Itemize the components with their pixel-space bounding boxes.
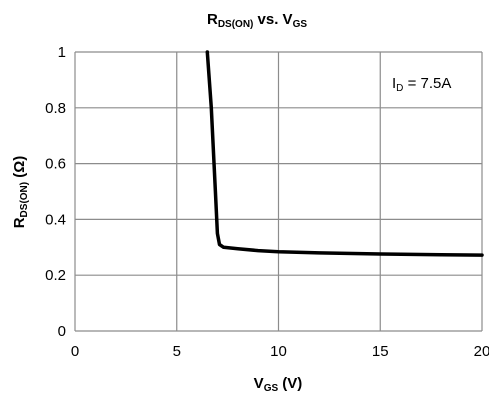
y-axis-label: RDS(ON) (Ω) xyxy=(11,156,30,229)
chart-title: RDS(ON) vs. VGS xyxy=(207,11,307,30)
tick-labels: 0 5 10 15 20 0 0.2 0.4 0.6 0.8 1 xyxy=(45,44,489,360)
x-tick-label: 15 xyxy=(372,343,389,360)
x-axis-label: VGS (V) xyxy=(254,375,303,394)
y-tick-label: 0.4 xyxy=(45,211,66,228)
y-tick-label: 0.8 xyxy=(45,100,66,117)
annotation-id: ID = 7.5A xyxy=(392,75,451,94)
y-tick-label: 0.6 xyxy=(45,156,66,173)
x-tick-label: 0 xyxy=(71,343,79,360)
x-tick-label: 20 xyxy=(474,343,489,360)
series-line xyxy=(205,50,484,257)
series-layer xyxy=(205,50,484,257)
y-tick-label: 0.2 xyxy=(45,267,66,284)
y-tick-label: 1 xyxy=(58,44,66,61)
x-tick-label: 5 xyxy=(173,343,181,360)
grid-lines xyxy=(74,51,483,332)
x-tick-label: 10 xyxy=(270,343,287,360)
y-tick-label: 0 xyxy=(58,323,66,340)
